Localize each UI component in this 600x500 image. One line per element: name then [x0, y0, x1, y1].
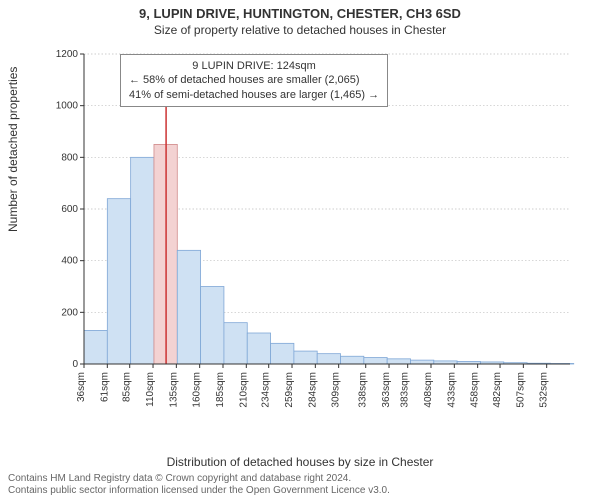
svg-text:160sqm: 160sqm	[192, 372, 203, 408]
svg-text:400: 400	[61, 256, 78, 267]
legend-box: 9 LUPIN DRIVE: 124sqm ← 58% of detached …	[120, 54, 388, 107]
svg-text:800: 800	[61, 152, 78, 163]
svg-text:85sqm: 85sqm	[122, 372, 133, 402]
chart-subtitle: Size of property relative to detached ho…	[0, 21, 600, 37]
svg-text:363sqm: 363sqm	[381, 372, 392, 408]
footer-line2: Contains public sector information licen…	[8, 485, 390, 497]
svg-text:458sqm: 458sqm	[470, 372, 481, 408]
svg-text:1200: 1200	[56, 49, 78, 60]
svg-text:0: 0	[72, 359, 78, 370]
svg-text:408sqm: 408sqm	[423, 372, 434, 408]
svg-text:210sqm: 210sqm	[238, 372, 249, 408]
y-axis-label: Number of detached properties	[6, 67, 20, 232]
svg-text:383sqm: 383sqm	[400, 372, 411, 408]
legend-line3: 41% of semi-detached houses are larger (…	[129, 88, 379, 102]
legend-line2: ← 58% of detached houses are smaller (2,…	[129, 73, 379, 87]
legend-line1: 9 LUPIN DRIVE: 124sqm	[129, 59, 379, 73]
svg-text:1000: 1000	[56, 101, 78, 112]
chart-title: 9, LUPIN DRIVE, HUNTINGTON, CHESTER, CH3…	[0, 0, 600, 21]
svg-text:600: 600	[61, 204, 78, 215]
svg-text:482sqm: 482sqm	[492, 372, 503, 408]
svg-text:284sqm: 284sqm	[307, 372, 318, 408]
svg-text:200: 200	[61, 307, 78, 318]
footer: Contains HM Land Registry data © Crown c…	[8, 473, 390, 496]
svg-text:61sqm: 61sqm	[99, 372, 110, 402]
svg-text:338sqm: 338sqm	[358, 372, 369, 408]
svg-text:433sqm: 433sqm	[446, 372, 457, 408]
svg-text:234sqm: 234sqm	[261, 372, 272, 408]
svg-text:309sqm: 309sqm	[331, 372, 342, 408]
svg-text:532sqm: 532sqm	[539, 372, 550, 408]
svg-text:135sqm: 135sqm	[168, 372, 179, 408]
x-axis-label: Distribution of detached houses by size …	[0, 455, 600, 469]
svg-text:507sqm: 507sqm	[515, 372, 526, 408]
svg-text:36sqm: 36sqm	[76, 372, 87, 402]
svg-text:110sqm: 110sqm	[145, 372, 156, 407]
svg-text:185sqm: 185sqm	[215, 372, 226, 408]
svg-text:259sqm: 259sqm	[284, 372, 295, 408]
footer-line1: Contains HM Land Registry data © Crown c…	[8, 473, 390, 485]
